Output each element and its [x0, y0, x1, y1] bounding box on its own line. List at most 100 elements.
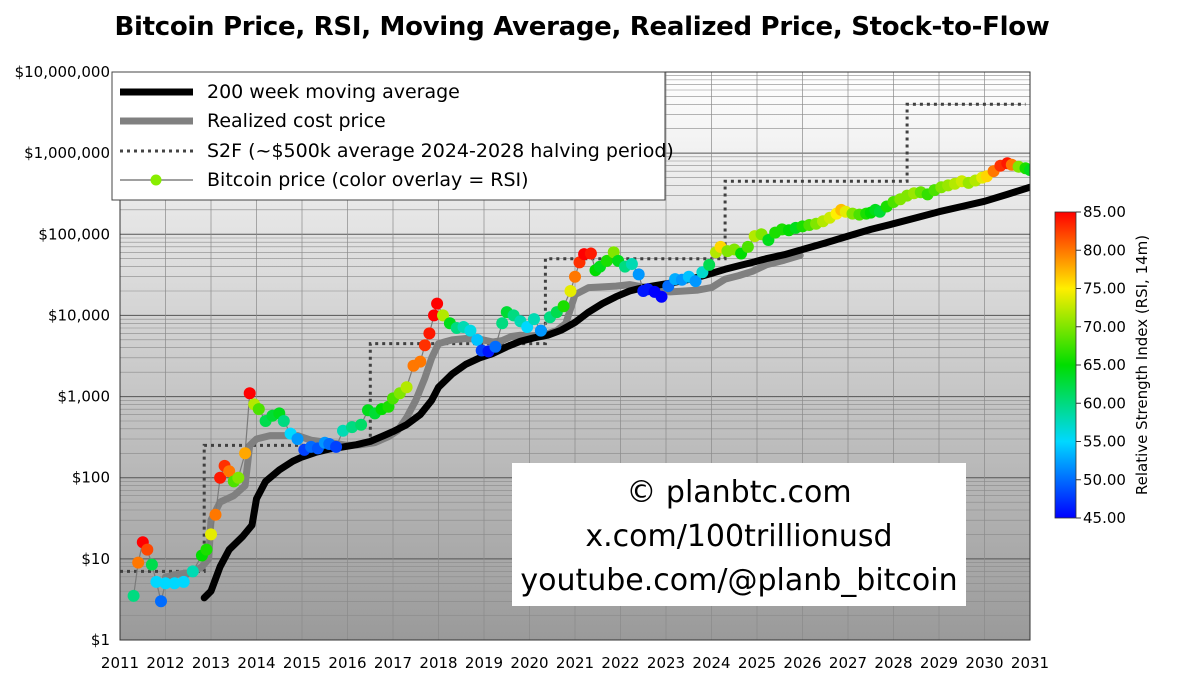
watermark-box [512, 463, 966, 606]
x-tick-label: 2023 [647, 654, 685, 672]
series-layer [120, 102, 1030, 608]
price-point [528, 313, 540, 326]
colorbar-tick-label: 85.00 [1083, 203, 1126, 221]
x-tick-label: 2030 [965, 654, 1003, 672]
y-tick-label: $10,000 [48, 306, 110, 324]
x-tick-label: 2020 [510, 654, 548, 672]
y-tick-label: $1 [91, 631, 110, 649]
price-point [145, 558, 158, 571]
price-point [155, 595, 167, 608]
x-tick-label: 2026 [783, 654, 821, 672]
y-tick-label: $100 [72, 469, 110, 487]
chart-title: Bitcoin Price, RSI, Moving Average, Real… [114, 12, 1050, 42]
price-point [489, 340, 502, 353]
price-point [689, 275, 702, 288]
price-point [400, 381, 413, 394]
price-point [431, 297, 444, 310]
x-tick-label: 2013 [192, 654, 230, 672]
colorbar-tick-label: 45.00 [1083, 509, 1126, 527]
x-tick-label: 2025 [738, 654, 776, 672]
legend: 200 week moving average Realized cost pr… [111, 71, 674, 201]
x-tick-label: 2029 [920, 654, 958, 672]
price-point [127, 589, 140, 602]
price-point [337, 424, 349, 437]
price-point [471, 333, 484, 346]
price-point [232, 471, 245, 484]
price-point [186, 565, 199, 578]
price-point [564, 285, 577, 297]
x-tick-label: 2016 [328, 654, 366, 672]
price-point [557, 300, 570, 313]
x-tick-label: 2014 [237, 654, 275, 672]
price-point [141, 543, 154, 556]
x-tick-label: 2024 [692, 654, 730, 672]
price-point [600, 254, 613, 267]
price-point [239, 447, 252, 460]
price-point [423, 327, 436, 340]
price-point [625, 258, 638, 270]
price-point [703, 258, 716, 271]
legend-label-ma: 200 week moving average [207, 81, 460, 103]
colorbar-gradient [1054, 211, 1077, 519]
price-point [569, 270, 581, 283]
x-tick-label: 2018 [419, 654, 457, 672]
legend-label-s2f: S2F (~$500k average 2024-2028 halving pe… [207, 140, 674, 162]
price-point [534, 324, 547, 337]
y-tick-label: $100,000 [38, 225, 110, 243]
colorbar-tick-label: 65.00 [1083, 356, 1126, 374]
colorbar: 85.00 80.00 75.00 70.00 65.00 60.00 55.00 50.00… [1054, 203, 1151, 527]
x-tick-label: 2015 [283, 654, 321, 672]
watermark-line-1: © planbtc.com [626, 475, 851, 510]
y-tick-label: $10 [81, 550, 110, 568]
price-point [150, 575, 163, 588]
price-point [741, 240, 754, 253]
y-tick-label: $1,000,000 [24, 144, 110, 162]
price-point [428, 309, 440, 322]
x-tick-label: 2027 [829, 654, 867, 672]
price-point [205, 528, 217, 541]
price-point [414, 355, 427, 368]
price-point [655, 290, 668, 303]
price-point [214, 471, 227, 484]
colorbar-tick-label: 80.00 [1083, 241, 1126, 259]
price-point [346, 421, 358, 434]
watermark-line-2: x.com/100trillionusd [585, 519, 892, 554]
legend-label-realized: Realized cost price [207, 110, 386, 132]
price-point [1024, 164, 1030, 176]
x-axis: 2011 2012 2013 2014 2015 2016 2017 2018 2019 2020… [101, 654, 1049, 672]
price-point [464, 324, 477, 337]
x-tick-label: 2022 [601, 654, 639, 672]
colorbar-tick-label: 55.00 [1083, 433, 1126, 451]
price-point [132, 556, 145, 569]
x-tick-label: 2012 [146, 654, 184, 672]
price-point [159, 577, 172, 590]
price-point [496, 317, 509, 330]
price-point [223, 465, 236, 478]
s2f-line [120, 102, 1026, 573]
price-point [243, 387, 256, 400]
y-axis: $1 $10 $100 $1,000 $10,000 $100,000 $1,000,000… [15, 63, 110, 649]
x-tick-label: 2017 [374, 654, 412, 672]
price-point [252, 403, 265, 416]
x-tick-label: 2011 [101, 654, 139, 672]
colorbar-tick-label: 75.00 [1083, 280, 1126, 298]
watermark: © planbtc.com x.com/100trillionusd youtu… [512, 463, 966, 606]
price-point [291, 433, 304, 445]
legend-swatch-price-marker [150, 174, 162, 186]
colorbar-tick-label: 60.00 [1083, 394, 1126, 412]
colorbar-tick-label: 50.00 [1083, 471, 1126, 489]
x-tick-label: 2019 [465, 654, 503, 672]
watermark-line-3: youtube.com/@planb_bitcoin [520, 563, 957, 598]
x-tick-label: 2028 [874, 654, 912, 672]
colorbar-label: Relative Strength Index (RSI, 14m) [1133, 235, 1151, 495]
colorbar-ticks: 85.00 80.00 75.00 70.00 65.00 60.00 55.00 50.00… [1076, 203, 1126, 527]
price-point [277, 415, 290, 427]
price-point [632, 268, 645, 281]
legend-label-price: Bitcoin price (color overlay = RSI) [207, 169, 529, 191]
price-point [584, 247, 597, 260]
x-tick-label: 2021 [556, 654, 594, 672]
colorbar-tick-label: 70.00 [1083, 318, 1126, 336]
realized-price-line [162, 251, 804, 581]
price-point [437, 309, 449, 322]
